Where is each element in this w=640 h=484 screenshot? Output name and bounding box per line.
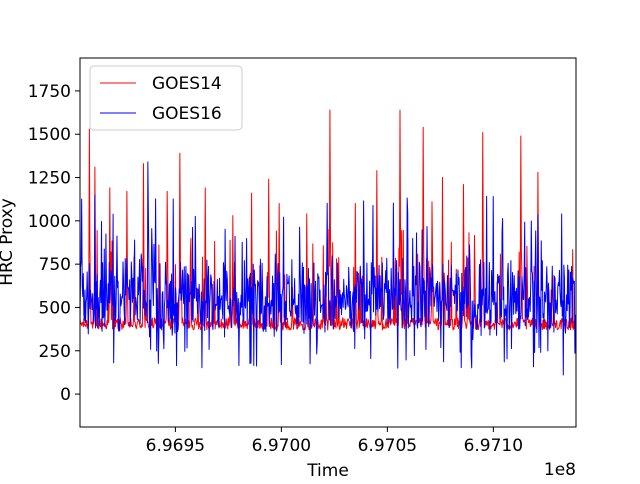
x-tick-label: 6.9710: [464, 436, 523, 456]
y-tick-label: 1250: [28, 169, 71, 189]
series-layer: [80, 109, 576, 376]
y-tick-label: 0: [60, 385, 71, 405]
y-tick-label: 1000: [28, 212, 71, 232]
plot-frame: [79, 57, 577, 428]
legend-box: [89, 65, 243, 131]
x-axis-label: Time: [306, 461, 349, 480]
legend: GOES14 GOES16: [89, 65, 243, 131]
legend-label-goes16: GOES16: [152, 104, 222, 124]
series-line-goes16: [80, 161, 576, 376]
axes-layer: 6.9695 6.9700 6.9705 6.9710 0 250 500 750 1000 12…: [28, 82, 523, 456]
y-tick-label: 1750: [28, 82, 71, 102]
y-tick-label: 1500: [28, 125, 71, 145]
x-tick-label: 6.9705: [358, 436, 417, 456]
x-axis-offset-label: 1e8: [544, 460, 576, 480]
x-tick-label: 6.9700: [252, 436, 311, 456]
x-tick-label: 6.9695: [146, 436, 205, 456]
series-line-goes14: [80, 109, 576, 331]
y-axis-label: HRC Proxy: [0, 198, 17, 286]
y-tick-label: 500: [39, 298, 71, 318]
y-tick-label: 250: [39, 342, 71, 362]
y-tick-label: 750: [39, 255, 71, 275]
legend-label-goes14: GOES14: [152, 74, 222, 94]
